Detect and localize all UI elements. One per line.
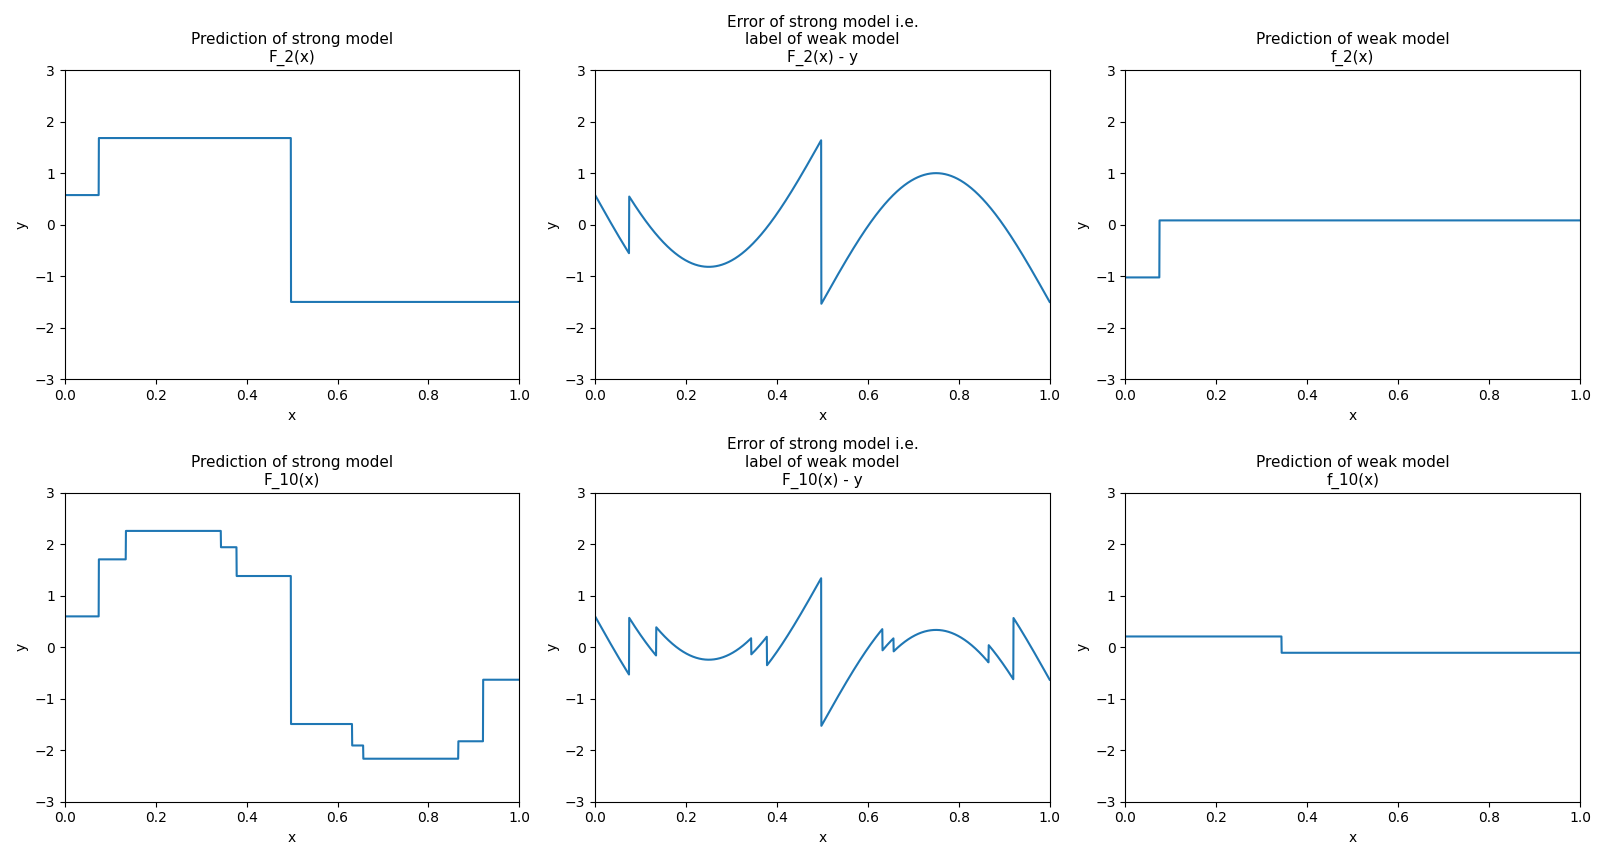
X-axis label: x: x bbox=[287, 408, 295, 422]
X-axis label: x: x bbox=[819, 408, 827, 422]
Title: Prediction of strong model
F_10(x): Prediction of strong model F_10(x) bbox=[191, 455, 393, 488]
Title: Error of strong model i.e.
label of weak model
F_2(x) - y: Error of strong model i.e. label of weak… bbox=[725, 15, 918, 66]
Title: Error of strong model i.e.
label of weak model
F_10(x) - y: Error of strong model i.e. label of weak… bbox=[725, 438, 918, 488]
X-axis label: x: x bbox=[287, 831, 295, 845]
X-axis label: x: x bbox=[819, 831, 827, 845]
Title: Prediction of weak model
f_2(x): Prediction of weak model f_2(x) bbox=[1255, 33, 1449, 66]
Y-axis label: y: y bbox=[546, 220, 559, 229]
Y-axis label: y: y bbox=[14, 220, 29, 229]
Y-axis label: y: y bbox=[1075, 643, 1088, 651]
Title: Prediction of strong model
F_2(x): Prediction of strong model F_2(x) bbox=[191, 33, 393, 66]
X-axis label: x: x bbox=[1348, 831, 1356, 845]
Y-axis label: y: y bbox=[546, 643, 559, 651]
X-axis label: x: x bbox=[1348, 408, 1356, 422]
Title: Prediction of weak model
f_10(x): Prediction of weak model f_10(x) bbox=[1255, 455, 1449, 488]
Y-axis label: y: y bbox=[1075, 220, 1088, 229]
Y-axis label: y: y bbox=[14, 643, 29, 651]
